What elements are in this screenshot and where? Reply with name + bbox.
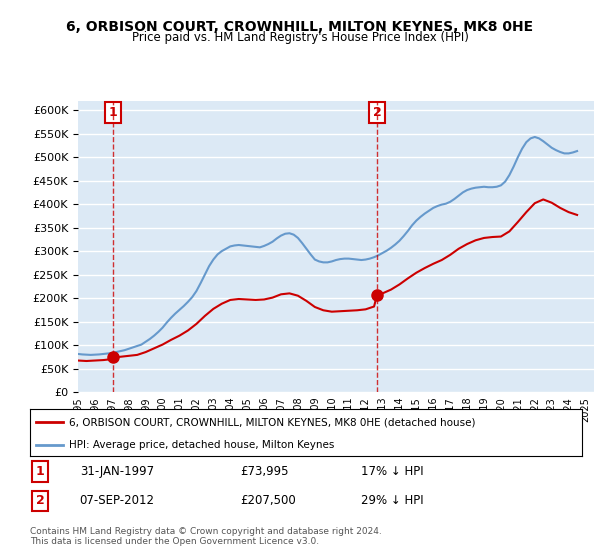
Text: 1: 1 bbox=[109, 106, 118, 119]
Text: Contains HM Land Registry data © Crown copyright and database right 2024.
This d: Contains HM Land Registry data © Crown c… bbox=[30, 526, 382, 546]
Text: £207,500: £207,500 bbox=[240, 494, 296, 507]
Text: 29% ↓ HPI: 29% ↓ HPI bbox=[361, 494, 424, 507]
Text: HPI: Average price, detached house, Milton Keynes: HPI: Average price, detached house, Milt… bbox=[68, 440, 334, 450]
Text: 2: 2 bbox=[35, 494, 44, 507]
Text: 6, ORBISON COURT, CROWNHILL, MILTON KEYNES, MK8 0HE (detached house): 6, ORBISON COURT, CROWNHILL, MILTON KEYN… bbox=[68, 417, 475, 427]
Text: 31-JAN-1997: 31-JAN-1997 bbox=[80, 465, 154, 478]
Text: 07-SEP-2012: 07-SEP-2012 bbox=[80, 494, 155, 507]
Text: Price paid vs. HM Land Registry's House Price Index (HPI): Price paid vs. HM Land Registry's House … bbox=[131, 31, 469, 44]
Text: 6, ORBISON COURT, CROWNHILL, MILTON KEYNES, MK8 0HE: 6, ORBISON COURT, CROWNHILL, MILTON KEYN… bbox=[67, 20, 533, 34]
Text: 2: 2 bbox=[373, 106, 382, 119]
Text: 1: 1 bbox=[35, 465, 44, 478]
Text: 17% ↓ HPI: 17% ↓ HPI bbox=[361, 465, 424, 478]
Text: £73,995: £73,995 bbox=[240, 465, 288, 478]
